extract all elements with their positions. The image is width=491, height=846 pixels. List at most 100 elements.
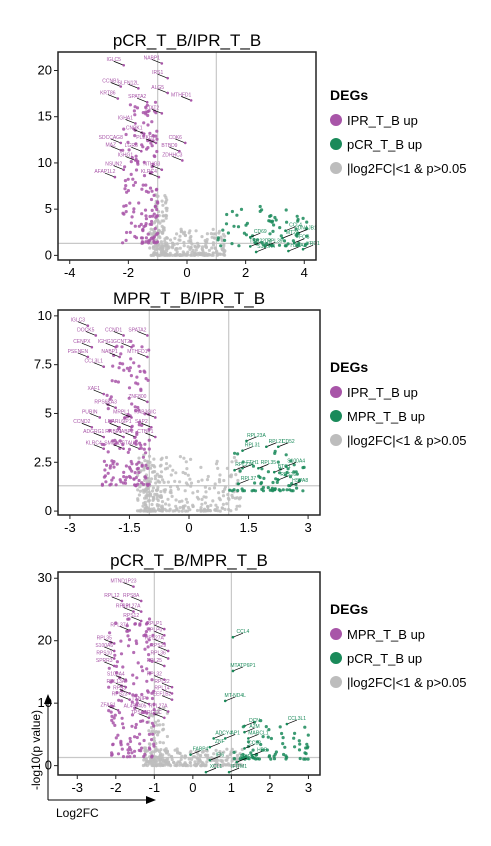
labeled-gene-point [112,649,116,653]
gene-point [228,488,232,492]
gene-label: SDCCAG8 [99,135,123,141]
label-leader-line [113,165,124,171]
gene-label: RPL27A [149,704,168,710]
label-leader-line [105,342,116,348]
gene-point [106,471,110,475]
gene-label: MAZ [105,142,116,148]
gene-label: MTHFD1 [171,92,191,98]
gene-point [196,244,200,248]
gene-label: IGLC3 [71,318,86,324]
gene-point [145,720,149,724]
gene-label: RPS6KA3 [94,400,117,406]
gene-point [148,186,153,190]
gene-point [272,223,276,227]
legend-entry: pCR_T_B up [347,651,422,666]
gene-point [178,234,182,238]
gene-label: HSPA8 [292,478,308,484]
gene-label: RPL31 [116,604,132,610]
gene-point [183,489,187,493]
gene-point [285,470,289,475]
label-leader-line [107,705,119,711]
gene-point [204,509,209,513]
gene-point [144,451,148,455]
gene-point [244,223,248,227]
gene-point [137,224,141,228]
label-leader-line [81,422,92,428]
gene-label: RRBP1 [105,429,122,435]
gene-point [122,475,126,479]
gene-point [112,465,116,469]
gene-point [160,219,164,223]
gene-point [266,470,270,474]
gene-point [127,474,131,479]
gene-label: CCL4 [289,223,302,229]
gene-point [231,764,235,768]
gene-label: XCL1 [210,764,223,770]
gene-point [232,488,236,492]
label-leader-line [256,247,267,253]
gene-label: CCNB1 [102,79,119,85]
gene-point [218,480,222,484]
gene-point [265,748,269,752]
gene-point [235,753,240,758]
gene-point [218,763,222,768]
gene-point [255,238,260,242]
gene-point [156,231,160,235]
gene-point [200,497,204,501]
gene-point [164,747,168,751]
label-leader-line [175,138,186,144]
gene-point [180,499,184,503]
gene-point [175,232,179,236]
gene-point [132,183,136,187]
gene-label: DCN [249,718,260,724]
labeled-gene-point [272,470,276,474]
gene-point [232,224,236,228]
gene-point [130,156,134,160]
gene-point [271,489,275,493]
gene-label: CCL3 [248,740,261,746]
gene-point [143,442,147,446]
gene-point [132,210,136,214]
gene-point [150,489,155,493]
gene-point [267,755,271,759]
gene-point [295,486,299,490]
gene-point [147,490,151,494]
gene-point [217,491,221,495]
legend-swatch [330,652,342,664]
gene-point [155,187,159,191]
gene-point [115,441,119,445]
labeled-gene-point [265,445,268,449]
y-tick-label: 15 [38,109,52,124]
gene-point [271,480,275,485]
gene-point [234,459,238,463]
gene-point [143,370,147,374]
gene-label: RPL31 [245,443,261,449]
gene-point [150,659,154,664]
gene-point [163,194,167,198]
labeled-gene-point [208,758,212,762]
gene-point [250,489,254,493]
gene-point [111,439,115,443]
gene-label: DOCK5 [77,327,94,333]
label-leader-line [246,436,257,442]
gene-point [134,142,138,146]
label-leader-line [131,596,142,602]
gene-point [153,474,157,478]
gene-point [111,721,115,725]
gene-point [147,732,151,737]
gene-point [170,494,174,498]
gene-point [157,474,161,479]
gene-point [114,664,119,669]
label-leader-line [104,172,116,178]
gene-point [143,459,147,463]
gene-point [141,227,145,232]
gene-point [289,459,293,463]
gene-point [279,234,283,238]
labeled-gene-point [243,747,246,750]
gene-point [124,238,128,242]
label-leader-line [113,444,124,450]
label-leader-line [113,331,124,336]
labeled-gene-point [241,449,244,452]
gene-point [204,753,208,758]
gene-point [133,471,137,475]
